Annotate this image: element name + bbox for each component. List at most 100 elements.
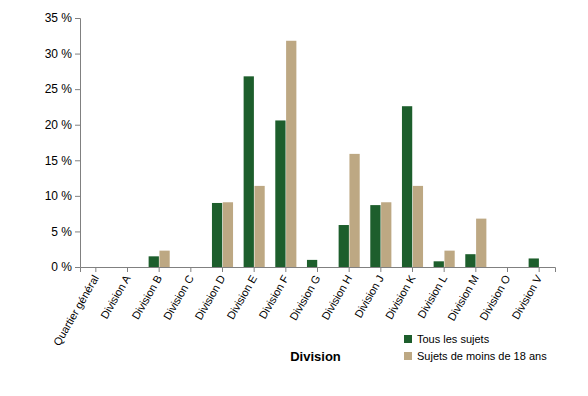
bar [339,225,349,267]
y-tick-mark [75,18,80,19]
series [149,76,539,267]
x-tick: Division V [509,267,544,321]
x-tick-label: Division J [352,273,386,320]
x-tick-mark [95,267,96,272]
x-tick-label: Division B [129,273,164,321]
bar [149,256,159,267]
x-tick-mark [285,267,286,272]
x-tick: Division K [383,267,418,321]
y-tick-mark [75,231,80,232]
bar [402,106,412,267]
x-tick-mark [444,267,445,272]
x-tick: Division L [415,267,449,320]
x-tick: Division A [98,267,133,321]
x-tick-mark [507,267,508,272]
y-tick: 15 % [45,154,80,168]
y-tick: 30 % [45,47,80,61]
bar [223,202,233,267]
x-tick-label: Division L [415,273,449,320]
y-tick-label: 25 % [45,82,73,96]
x-axis-title: Division [290,349,341,364]
bar [318,267,328,268]
y-tick: 20 % [45,118,80,132]
bar [180,267,190,268]
x-tick-mark [539,267,540,272]
y-tick-mark [75,267,80,268]
x-tick-mark [317,267,318,272]
x-tick-label: Division O [477,273,513,323]
y-tick-label: 30 % [45,47,73,61]
x-tick-mark [190,267,191,272]
x-axis-line [81,268,556,273]
x-tick-label: Division C [161,273,196,322]
x-tick: Division F [256,267,291,321]
x-tick-label: Division F [256,273,291,321]
x-tick-mark [380,267,381,272]
bar [286,41,296,267]
x-axis: Quartier généralDivision ADivision BDivi… [51,267,556,348]
x-tick: Division E [224,267,259,321]
y-tick: 0 % [51,260,80,274]
bar [434,261,444,267]
bar [497,267,507,268]
y-tick: 10 % [45,189,80,203]
y-axis-line [75,19,81,268]
bar [508,267,518,268]
y-tick-mark [75,160,80,161]
bar [465,254,475,267]
bar [212,203,222,267]
x-tick-mark [159,267,160,272]
y-tick-label: 10 % [45,189,73,203]
y-tick-mark [75,54,80,55]
x-tick-mark [475,267,476,272]
bar [191,267,201,268]
x-tick-label: Division H [319,273,354,322]
x-tick: Division M [445,267,481,323]
x-tick-mark [254,267,255,272]
plot: 0 % 5 % 10 % 15 % 20 % 25 % 30 % 35 % Quartier g… [45,11,556,347]
chart-svg: 0 % 5 % 10 % 15 % 20 % 25 % 30 % 35 % Quartier g… [0,0,588,396]
x-tick-mark [412,267,413,272]
bar [529,258,539,267]
x-tick-label: Division D [192,273,227,322]
x-tick: Division B [129,267,164,321]
x-tick-label: Division M [445,273,481,323]
bar [370,205,380,267]
bar [381,202,391,267]
bar [413,186,423,267]
x-tick-mark [222,267,223,272]
y-tick-label: 5 % [51,225,72,239]
bar [159,251,169,267]
x-tick: Division C [161,267,196,322]
bar [275,120,285,267]
x-tick-label: Division V [509,272,544,321]
y-tick-mark [75,89,80,90]
x-tick: Division H [319,267,354,322]
y-tick-mark [75,196,80,197]
bar [476,219,486,267]
legend-swatch [404,352,412,360]
bar [539,267,549,268]
bar [254,186,264,267]
bar [85,267,95,268]
x-tick: Division G [287,267,322,322]
x-tick: Division J [352,267,386,320]
legend-label: Sujets de moins de 18 ans [417,350,547,362]
bar [349,154,359,267]
y-tick-label: 15 % [45,154,73,168]
y-tick-label: 0 % [51,260,72,274]
legend-label: Tous les sujets [417,333,490,345]
x-tick-mark [349,267,350,272]
x-tick-label: Division A [98,272,133,320]
x-tick: Quartier général [51,267,101,348]
chart-container: 0 % 5 % 10 % 15 % 20 % 25 % 30 % 35 % Quartier g… [0,0,588,396]
x-tick-label: Division E [224,273,259,321]
bar [244,76,254,267]
y-tick: 25 % [45,82,80,96]
x-tick: Division D [192,267,227,322]
y-axis: 0 % 5 % 10 % 15 % 20 % 25 % 30 % 35 % [45,11,81,274]
y-tick-label: 35 % [45,11,73,25]
y-tick-mark [75,125,80,126]
x-tick-mark [127,267,128,272]
legend-swatch [404,335,412,343]
